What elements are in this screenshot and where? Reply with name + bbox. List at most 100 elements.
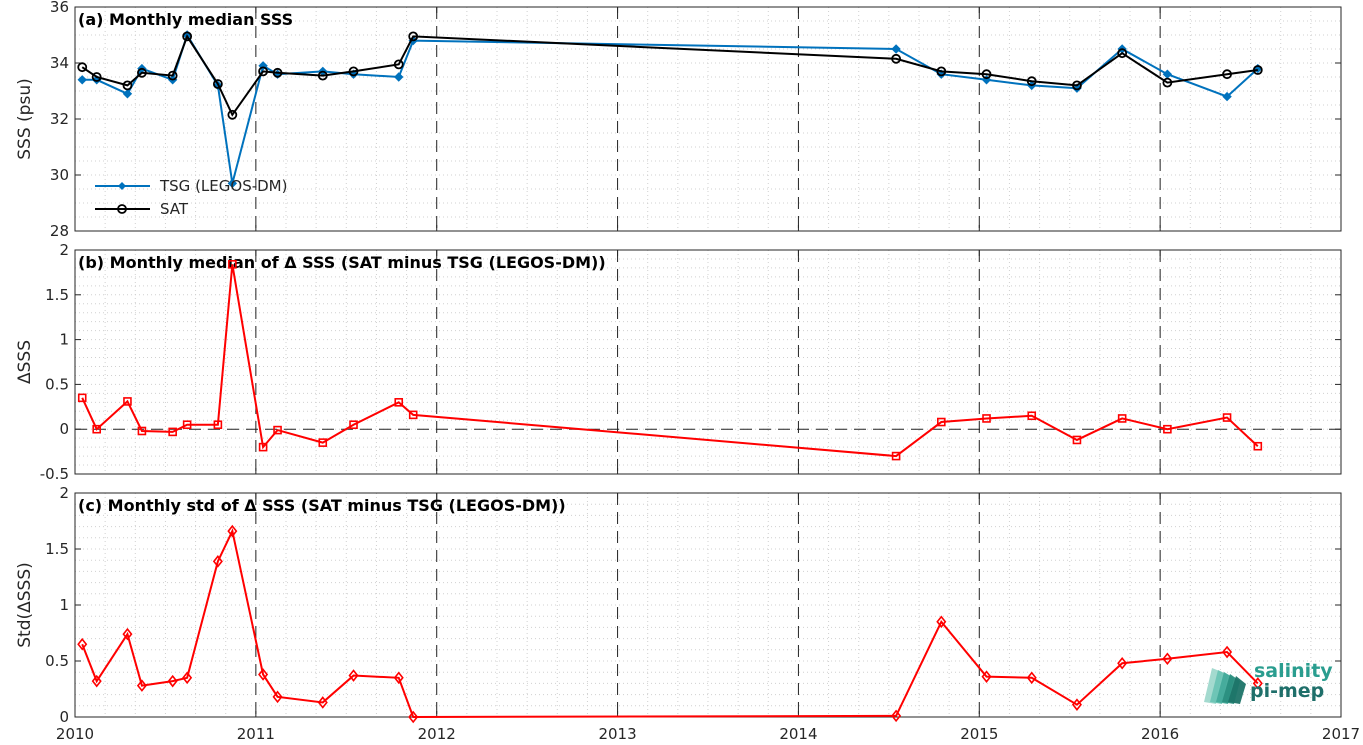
x-tick-label: 2011	[237, 725, 275, 743]
logo-text-pimep: pi-mep	[1250, 680, 1324, 702]
panel-c: 0 0.5 1 1.5 2 2010 2011 2012 2013 2014 2015 2016 201…	[15, 484, 1360, 743]
data-point	[182, 671, 193, 685]
data-point	[1222, 413, 1232, 422]
data-point	[936, 66, 947, 77]
data-point	[1162, 77, 1173, 88]
data-point	[258, 66, 268, 77]
y-tick-label: 0.5	[45, 375, 69, 393]
data-point	[258, 668, 269, 681]
series-line	[81, 528, 1259, 719]
legend-label: SAT	[160, 200, 189, 218]
data-point	[212, 555, 223, 568]
data-point	[272, 67, 283, 78]
data-point	[982, 414, 991, 423]
data-point	[408, 410, 418, 420]
data-point	[891, 709, 902, 723]
minor-grid	[75, 7, 1341, 231]
data-point	[1072, 435, 1082, 445]
data-point	[349, 420, 358, 430]
data-point	[77, 75, 87, 85]
data-point	[182, 31, 193, 42]
data-point	[1117, 656, 1128, 670]
data-point	[1026, 671, 1037, 685]
data-point	[1117, 414, 1127, 423]
wave-logo-shape	[1228, 676, 1246, 704]
data-point	[936, 615, 947, 629]
x-tick-label: 2013	[598, 725, 636, 743]
data-point	[213, 420, 223, 430]
data-point	[122, 80, 133, 91]
data-point	[77, 637, 88, 651]
data-point	[1117, 48, 1128, 59]
data-point	[348, 66, 359, 77]
y-tick-label: 1	[59, 596, 69, 614]
data-point	[122, 89, 133, 99]
legend-marker	[118, 182, 126, 190]
data-point	[981, 69, 992, 80]
y-axis-label: SSS (psu)	[15, 78, 35, 159]
data-point	[212, 79, 223, 89]
data-point	[1252, 677, 1263, 690]
data-point	[317, 70, 328, 81]
y-tick-label: 0	[59, 708, 69, 726]
y-axis-label: ΔSSS	[15, 340, 35, 384]
data-point	[227, 524, 238, 538]
x-tick-label: 2015	[960, 725, 998, 743]
data-point	[1222, 69, 1232, 80]
data-point	[167, 674, 178, 688]
data-point	[1071, 698, 1082, 711]
data-point	[77, 393, 87, 403]
panel-title: (a) Monthly median SSS	[78, 10, 293, 29]
data-point	[167, 70, 178, 81]
legend-label: TSG (LEGOS-DM)	[159, 177, 287, 195]
legend-marker	[117, 204, 127, 214]
y-tick-label: 1	[59, 331, 69, 349]
y-tick-label: 36	[50, 0, 69, 16]
data-point	[891, 53, 901, 64]
data-point	[393, 59, 404, 70]
data-point	[91, 674, 102, 688]
data-point	[393, 671, 404, 685]
wave-logo-icon	[1204, 668, 1246, 704]
series-line	[81, 34, 1258, 117]
data-point	[1027, 411, 1037, 421]
data-point	[1162, 652, 1173, 666]
y-tick-label: -0.5	[40, 465, 69, 483]
panel-title: (c) Monthly std of Δ SSS (SAT minus TSG …	[78, 496, 566, 515]
data-point	[168, 427, 177, 437]
y-tick-label: 28	[50, 222, 69, 240]
y-tick-label: 2	[59, 241, 69, 259]
data-point	[891, 44, 901, 54]
data-point	[273, 425, 282, 435]
y-axis-label: Std(ΔSSS)	[15, 562, 35, 648]
data-point	[182, 420, 192, 430]
data-point	[981, 670, 992, 683]
x-tick-label: 2016	[1141, 725, 1179, 743]
data-point	[408, 31, 419, 42]
panel-a: 28 30 32 34 36 SSS (psu) (a) Monthly median SS…	[15, 0, 1342, 240]
data-point	[1252, 65, 1263, 75]
data-point	[137, 67, 147, 78]
axes-box	[74, 249, 1342, 475]
x-tick-label: 2014	[779, 725, 817, 743]
y-tick-label: 0.5	[45, 652, 69, 670]
x-tick-label: 2012	[418, 725, 456, 743]
data-point	[1163, 424, 1172, 434]
data-point	[91, 72, 102, 82]
data-point	[891, 451, 901, 461]
y-tick-label: 1.5	[45, 540, 69, 558]
legend: TSG (LEGOS-DM) SAT	[95, 177, 287, 218]
y-tick-label: 32	[50, 110, 69, 128]
data-point	[937, 417, 946, 427]
data-point	[1222, 91, 1232, 102]
data-point	[228, 260, 237, 269]
data-point	[123, 397, 132, 406]
data-point	[122, 627, 133, 641]
data-point	[136, 679, 147, 692]
minor-grid	[75, 493, 1341, 717]
data-point	[1222, 645, 1233, 659]
y-tick-label: 1.5	[45, 286, 69, 304]
data-point	[258, 442, 268, 452]
data-point	[394, 398, 404, 407]
